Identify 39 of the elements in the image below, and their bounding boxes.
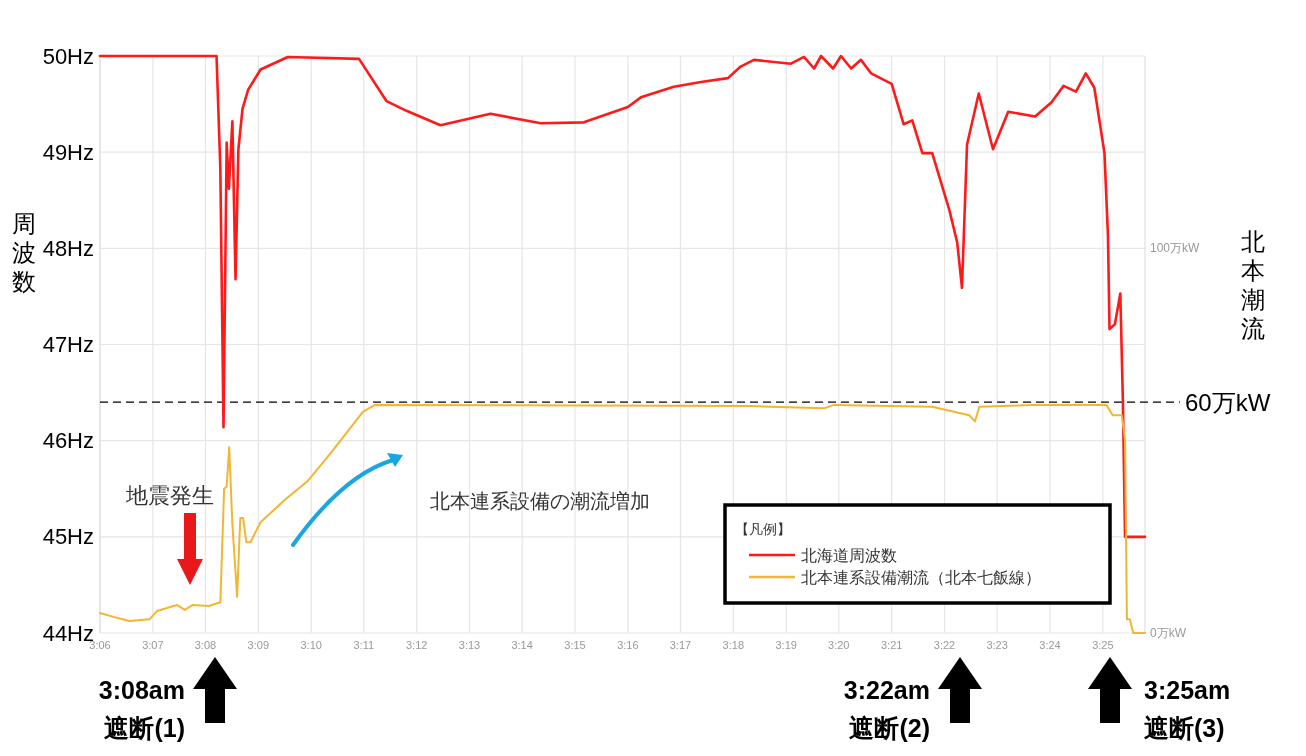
x-tick-label: 3:08 bbox=[194, 639, 217, 651]
x-tick-label: 3:17 bbox=[669, 639, 692, 651]
x-tick-label: 3:25 bbox=[1092, 639, 1114, 651]
y2-axis-title: 北本潮流 bbox=[1241, 228, 1265, 342]
y-tick-label: 45Hz bbox=[42, 524, 94, 550]
annotation: 地震発生 bbox=[125, 483, 214, 508]
x-tick-label: 3:10 bbox=[300, 639, 322, 651]
y-tick-label: 49Hz bbox=[42, 139, 94, 165]
x-tick-label: 3:07 bbox=[142, 639, 164, 651]
text: 3:08am 遮断(1) bbox=[98, 676, 185, 742]
legend-label: 北本連系設備潮流（北本七飯線） bbox=[801, 568, 1041, 586]
y-axis-title: 周波数 bbox=[12, 210, 36, 295]
legend-label: 北海道周波数 bbox=[801, 546, 897, 564]
x-tick-label: 3:24 bbox=[1039, 639, 1061, 651]
annotation: 北本連系設備の潮流増加 bbox=[430, 490, 650, 512]
y-tick-label: 47Hz bbox=[42, 332, 94, 357]
x-tick-label: 3:21 bbox=[880, 639, 903, 651]
x-tick-label: 3:15 bbox=[564, 639, 586, 651]
x-tick-label: 3:18 bbox=[722, 639, 745, 651]
y-tick-label: 50Hz bbox=[42, 43, 94, 69]
legend-title: 【凡例】 bbox=[735, 521, 791, 537]
x-tick-label: 3:14 bbox=[511, 639, 533, 651]
ref-line-label: 60万kW bbox=[1185, 388, 1271, 416]
x-tick-label: 3:20 bbox=[828, 639, 850, 651]
x-tick-label: 3:06 bbox=[89, 639, 111, 651]
x-tick-label: 3:09 bbox=[247, 639, 270, 651]
text: 3:25am 遮断(3) bbox=[1144, 676, 1231, 742]
x-tick-label: 3:13 bbox=[458, 639, 481, 651]
x-tick-label: 3:23 bbox=[986, 639, 1008, 651]
y-tick-label: 46Hz bbox=[42, 428, 94, 454]
x-tick-label: 3:12 bbox=[405, 639, 428, 651]
text: 3:22am 遮断(2) bbox=[843, 676, 930, 742]
y-tick-label: 48Hz bbox=[42, 235, 94, 261]
x-tick-label: 3:16 bbox=[617, 639, 639, 651]
x-tick-label: 3:22 bbox=[933, 639, 956, 651]
x-tick-label: 3:11 bbox=[353, 639, 375, 651]
y2-tick-label: 100万kW bbox=[1150, 241, 1201, 256]
x-tick-label: 3:19 bbox=[775, 639, 797, 651]
y2-tick-label: 0万kW bbox=[1150, 626, 1187, 640]
